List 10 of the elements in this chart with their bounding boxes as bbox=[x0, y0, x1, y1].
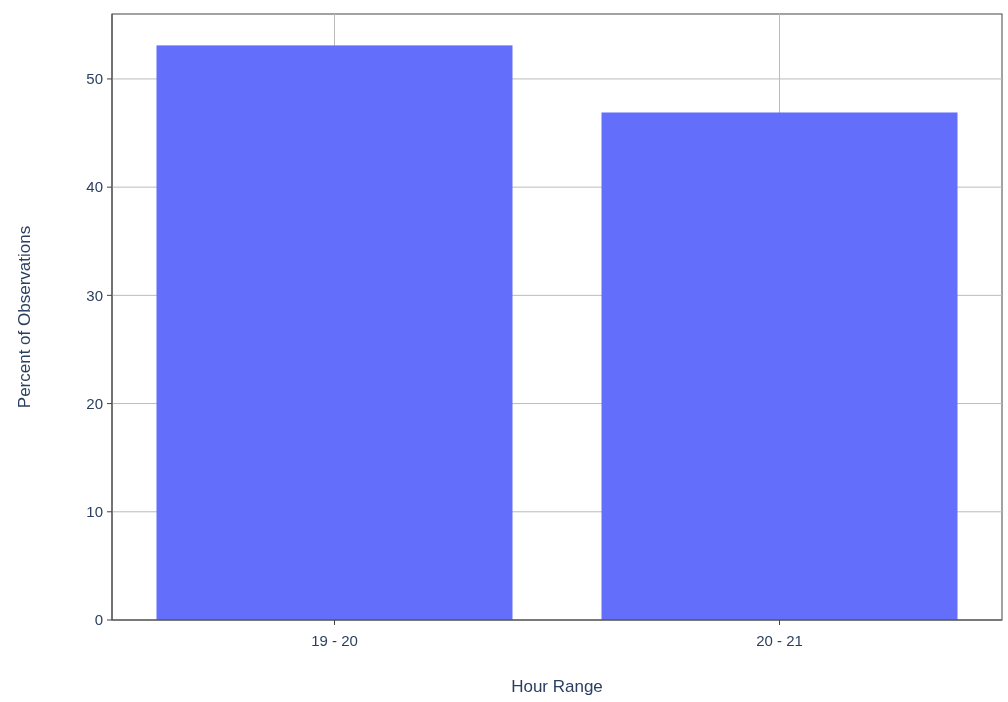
y-tick-label: 10 bbox=[86, 503, 103, 521]
y-tick-label: 50 bbox=[86, 70, 103, 88]
y-tick-label: 0 bbox=[94, 611, 103, 629]
x-axis-title: Hour Range bbox=[511, 677, 603, 696]
x-tick-label: 19 - 20 bbox=[311, 632, 358, 649]
y-tick-label: 20 bbox=[86, 394, 103, 412]
y-tick-label: 30 bbox=[86, 286, 103, 304]
y-tick-label: 40 bbox=[86, 178, 103, 196]
x-tick-label: 20 - 21 bbox=[756, 632, 803, 649]
y-axis-title: Percent of Observations bbox=[15, 225, 34, 409]
